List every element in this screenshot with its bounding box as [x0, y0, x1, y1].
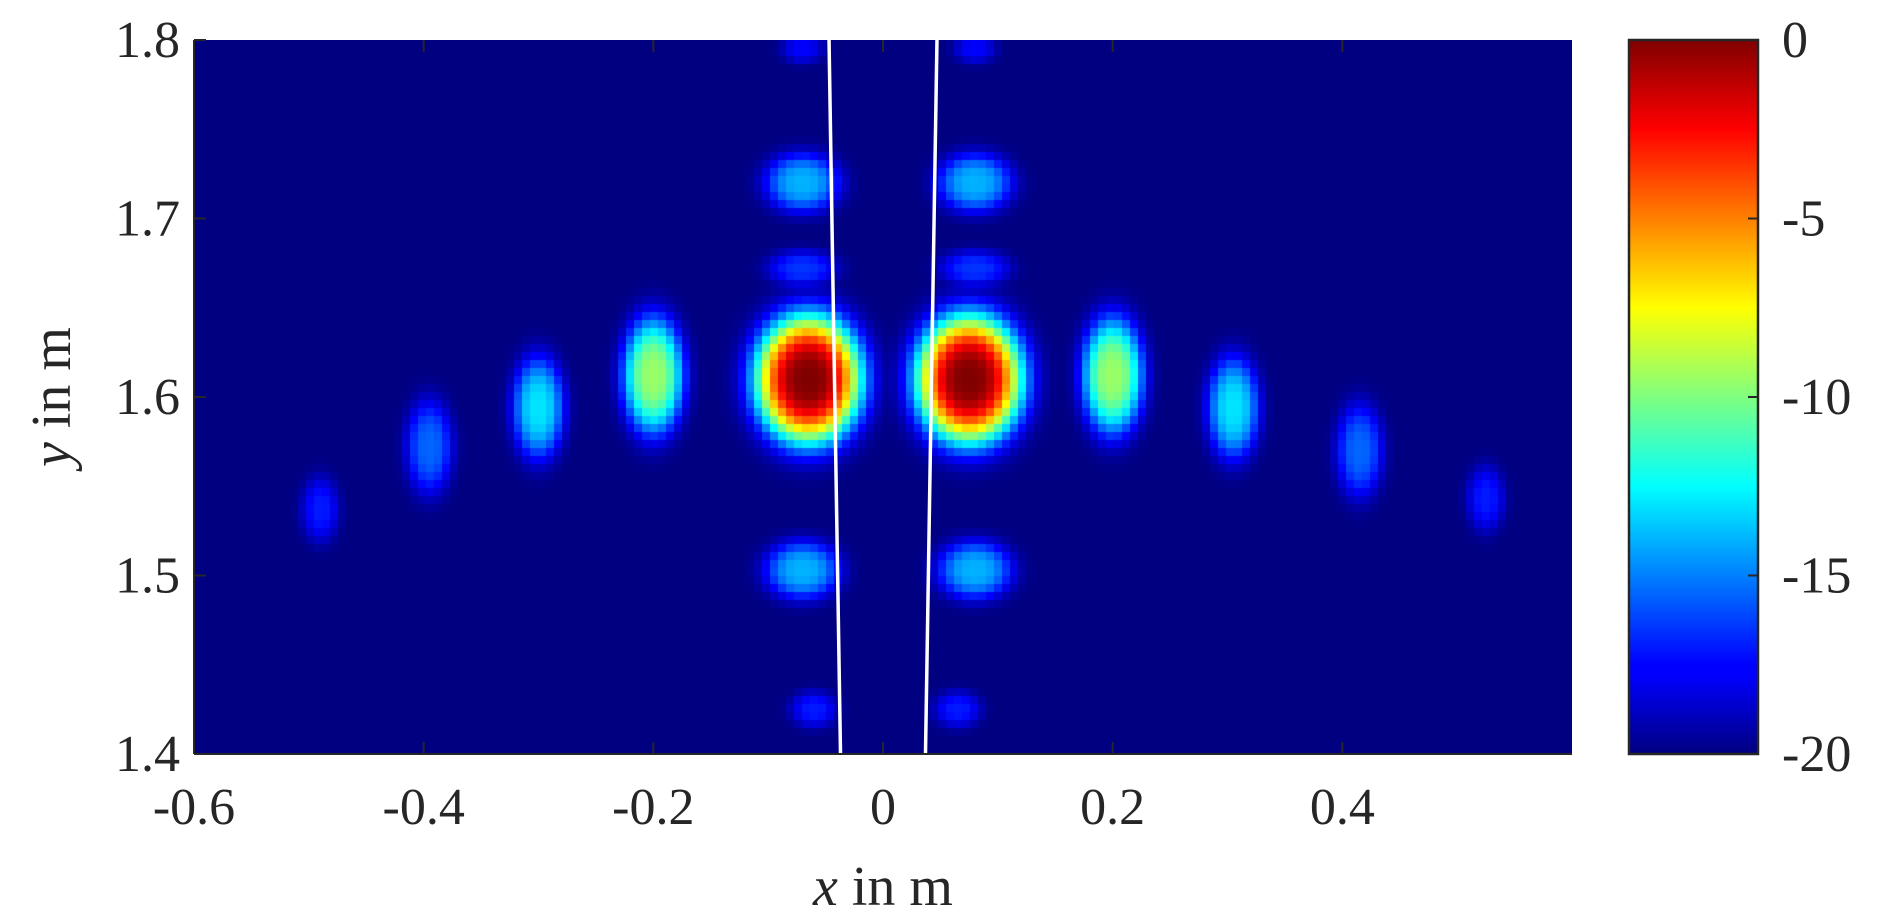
y-tick-label: 1.4 [115, 726, 180, 783]
overlay-line [827, 40, 843, 754]
y-tick-label: 1.5 [115, 548, 180, 605]
y-tick-label: 1.6 [115, 369, 180, 426]
x-axis-label: x in m [812, 856, 953, 918]
x-tick-label: 0 [870, 779, 896, 836]
y-ticks: 1.4 1.5 1.6 1.7 1.8 [115, 12, 206, 783]
colorbar-tick-label: -15 [1782, 548, 1851, 605]
x-tick-label: -0.2 [612, 779, 694, 836]
colorbar-tick-label: -10 [1782, 369, 1851, 426]
x-tick-label: -0.4 [383, 779, 465, 836]
overlay-lines [827, 40, 939, 754]
colorbar-gradient [1629, 40, 1758, 754]
colorbar-tick-label: 0 [1782, 12, 1808, 69]
colorbar-ticks: 0 -5 -10 -15 -20 [1748, 12, 1851, 783]
plot-area: -0.6 -0.4 -0.2 0 0.2 0.4 1.4 1.5 1.6 1.7 1.8 [115, 12, 1572, 836]
y-axis-label: y in m [21, 327, 83, 472]
colorbar: 0 -5 -10 -15 -20 [1627, 12, 1851, 783]
x-tick-label: 0.4 [1310, 779, 1375, 836]
overlay-line [923, 40, 939, 754]
y-tick-label: 1.7 [115, 191, 180, 248]
y-tick-label: 1.8 [115, 12, 180, 69]
colorbar-tick-label: -20 [1782, 726, 1851, 783]
x-tick-label: 0.2 [1080, 779, 1145, 836]
heatmap-image [194, 40, 1572, 754]
colorbar-tick-label: -5 [1782, 191, 1825, 248]
x-tick-label: -0.6 [153, 779, 235, 836]
x-ticks: -0.6 -0.4 -0.2 0 0.2 0.4 [153, 40, 1375, 836]
